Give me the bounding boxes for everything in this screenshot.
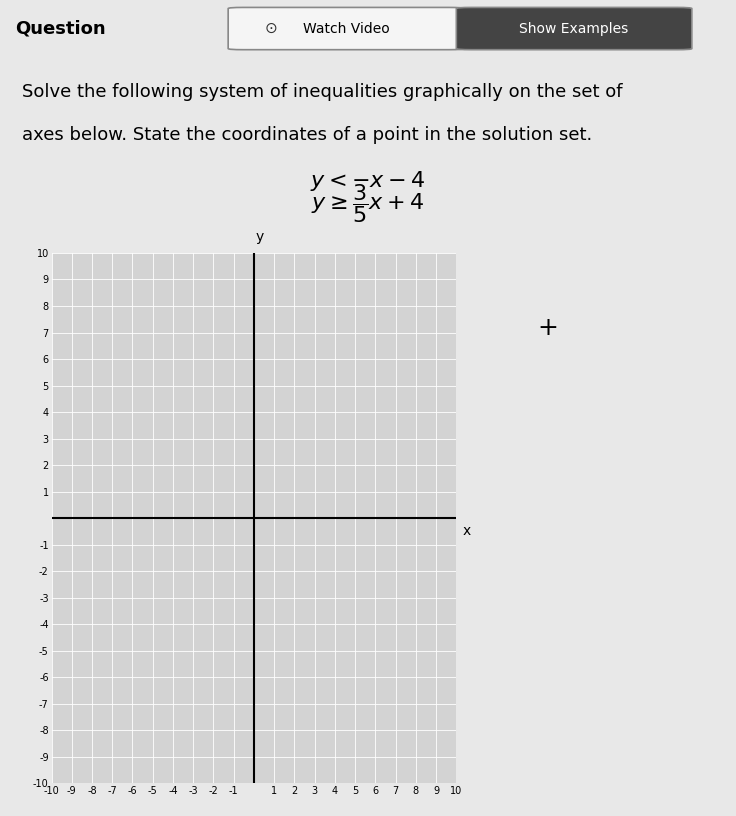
Text: ⊙: ⊙ [265, 21, 277, 36]
Text: Watch Video: Watch Video [302, 21, 389, 36]
FancyBboxPatch shape [456, 7, 692, 50]
Text: Question: Question [15, 20, 105, 38]
Text: $y \geq \dfrac{3}{5}x + 4$: $y \geq \dfrac{3}{5}x + 4$ [311, 182, 425, 225]
Text: y: y [256, 230, 264, 244]
Text: x: x [462, 525, 470, 539]
Text: +: + [537, 316, 558, 339]
FancyBboxPatch shape [228, 7, 464, 50]
Text: $y < -x - 4$: $y < -x - 4$ [311, 169, 425, 193]
Text: Show Examples: Show Examples [520, 21, 629, 36]
Text: axes below. State the coordinates of a point in the solution set.: axes below. State the coordinates of a p… [22, 126, 592, 144]
Text: Solve the following system of inequalities graphically on the set of: Solve the following system of inequaliti… [22, 83, 623, 101]
